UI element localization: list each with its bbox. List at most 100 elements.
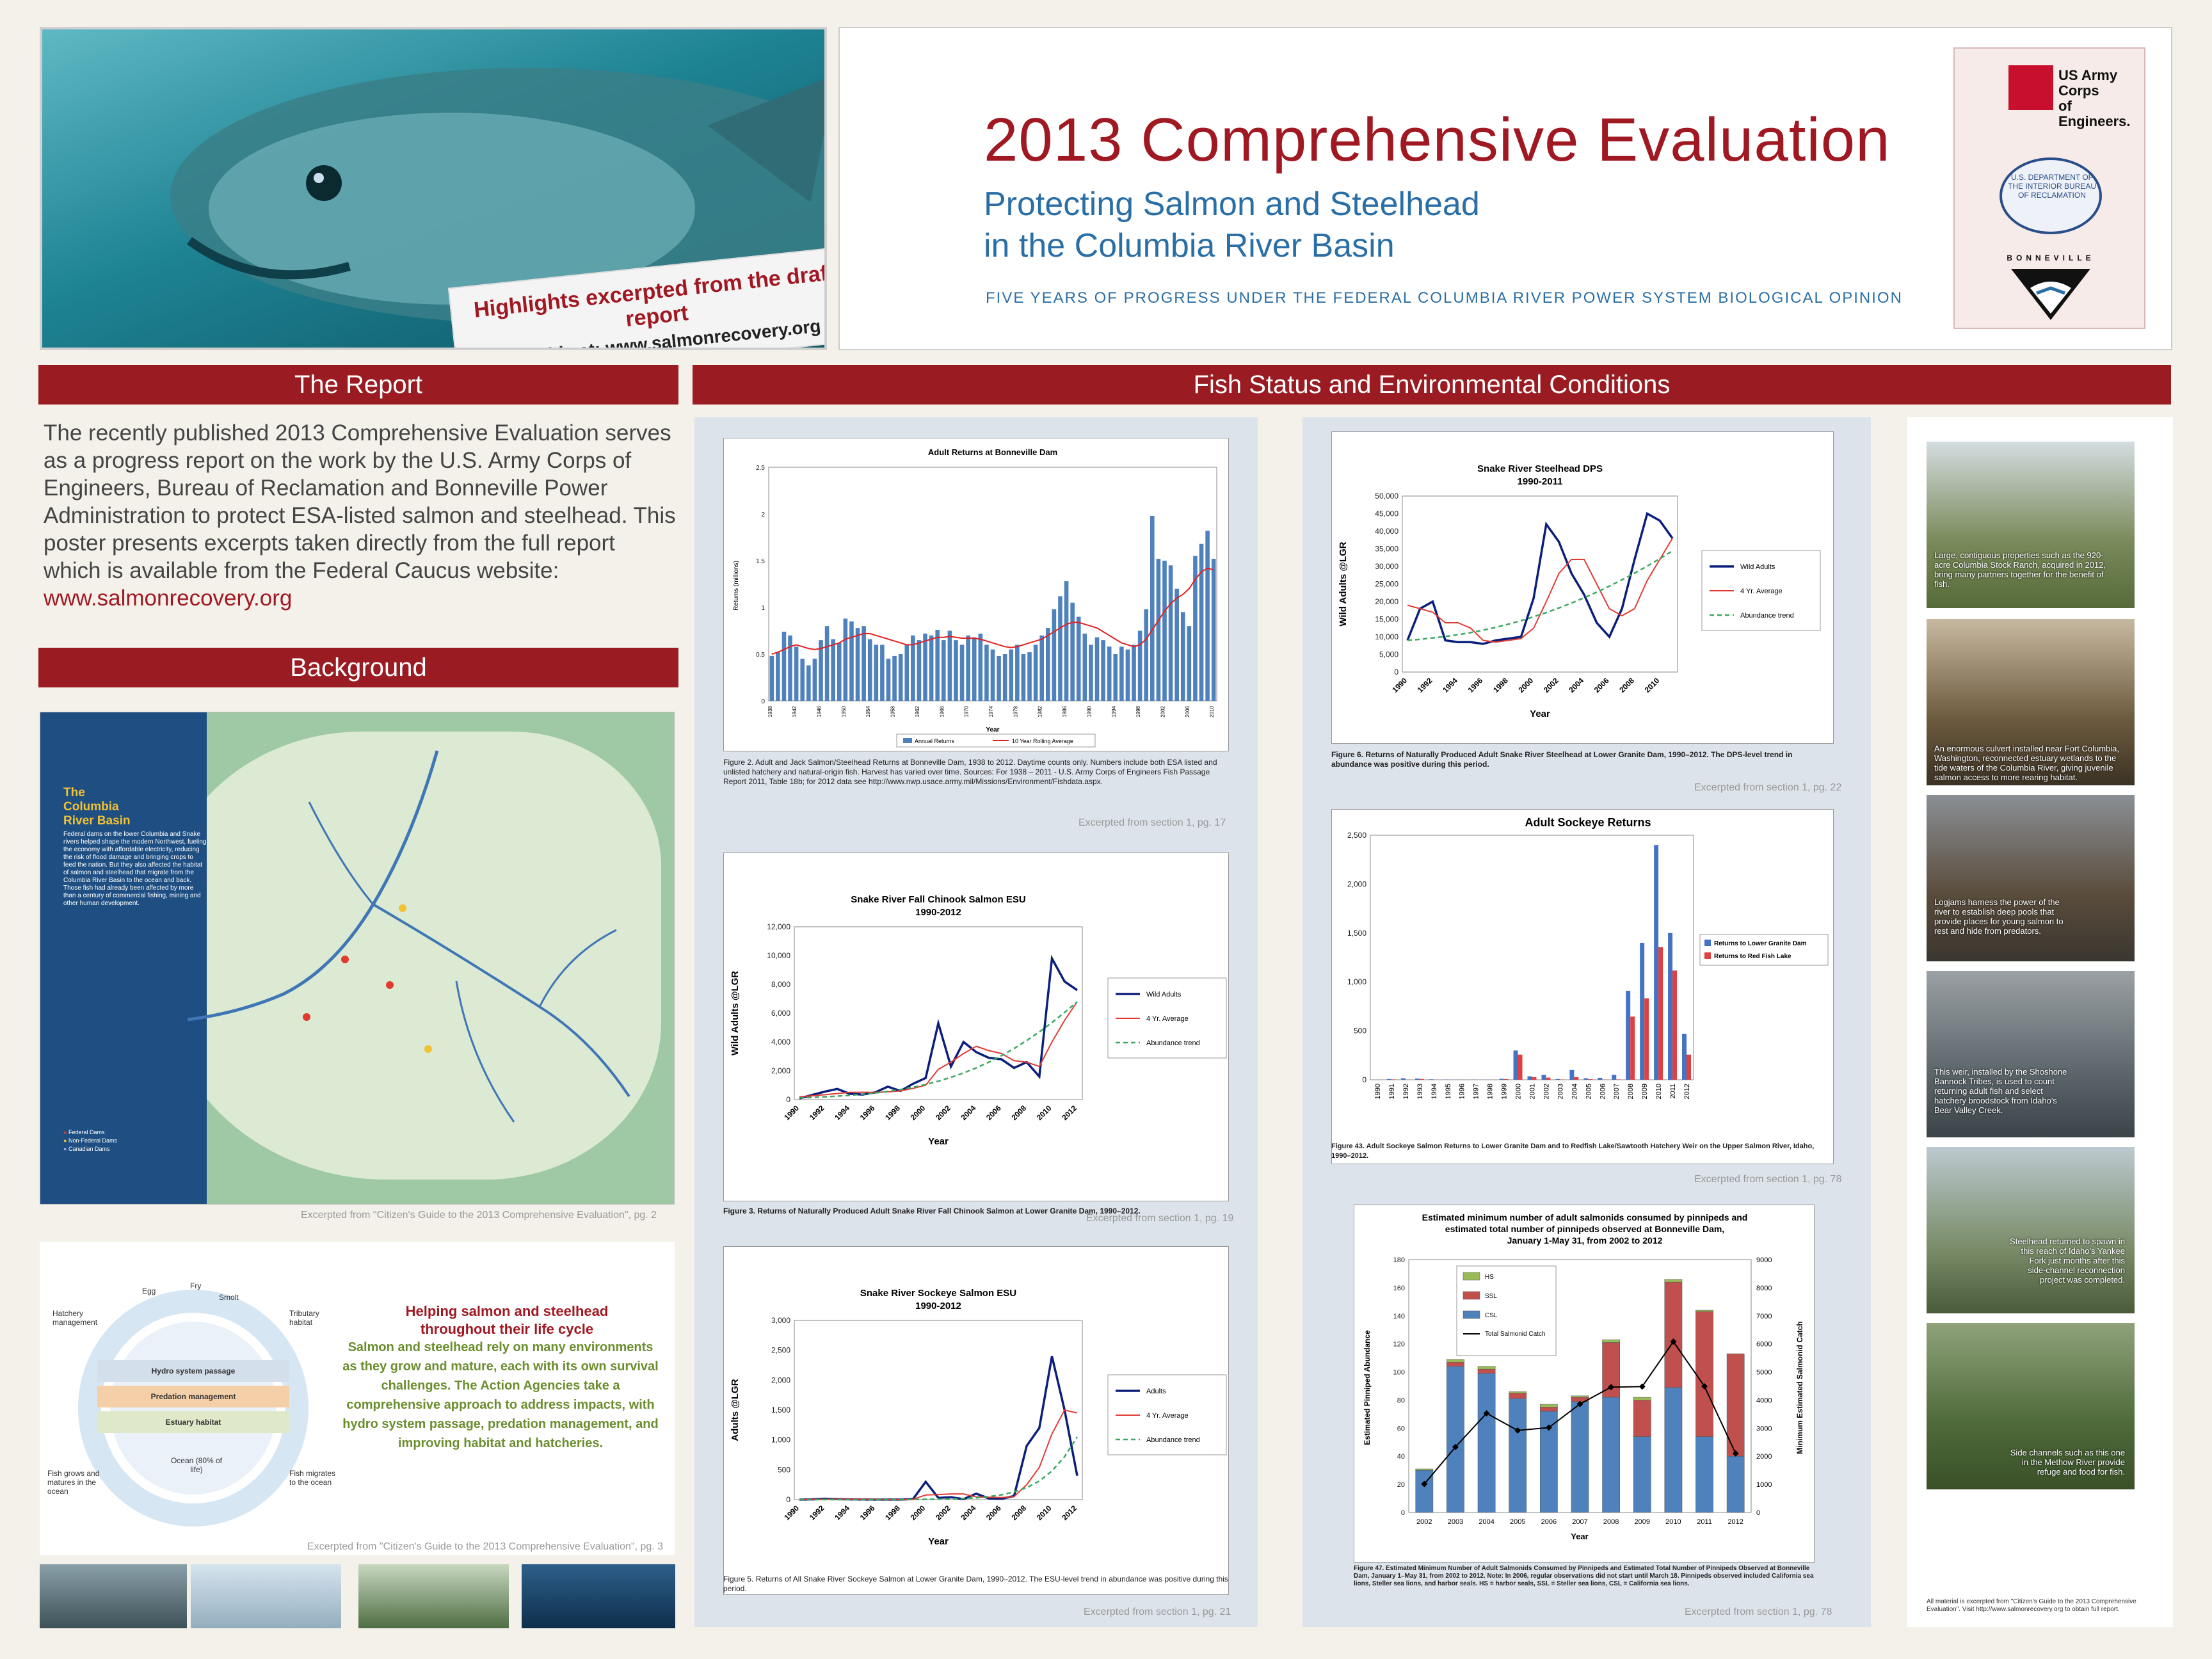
steelhead-chart-svg: Snake River Steelhead DPS 1990-2011 0 5,000… [1338,463,1821,719]
bar-annual-return [1162,561,1167,701]
bar-ssl [1695,1311,1713,1437]
x-tick-label: 1994 [1441,676,1459,694]
bar-annual-return [1058,596,1062,701]
bar-annual-return [1205,531,1210,701]
legend-label: Abundance trend [1146,1039,1200,1047]
legend-canadian-dams-label: Canadian Dams [68,1146,110,1152]
strip-photo-methow: Side channels such as this one in the Me… [1927,1323,2135,1489]
x-tick-label: 2009 [1635,1518,1650,1526]
bar-annual-return [1180,612,1185,701]
bar-annual-return [781,631,787,701]
catch-point [1639,1383,1646,1390]
report-paragraph: The recently published 2013 Comprehensiv… [44,421,676,583]
legend-label: SSL [1485,1293,1497,1300]
bar-annual-return [1137,630,1142,701]
x-tick-label: 1992 [1416,676,1434,694]
bar-annual-return [1064,581,1069,701]
x-tick-label: 2007 [1572,1518,1587,1526]
legend-non-federal-dams: ● Non-Federal Dams [63,1137,117,1144]
bar-annual-return [812,659,817,701]
bar-annual-return [886,659,891,701]
x-tick-label: 2011 [1697,1518,1712,1526]
x-tick-label: 2000 [1515,1084,1523,1099]
x-tick-label: 2004 [1479,1518,1494,1526]
map-legend: ● Federal Dams ● Non-Federal Dams ● Cana… [63,1128,204,1153]
bar-annual-return [954,640,958,701]
lifecycle-heading: Helping salmon and steelhead throughout … [405,1303,609,1337]
legend-label: 4 Yr. Average [1146,1015,1189,1023]
legend-federal-dams: ● Federal Dams [63,1129,105,1135]
chart-subtitle: 1990-2012 [915,1301,961,1311]
x-tick-label: 1996 [1459,1084,1466,1099]
x-tick-label: 2010 [1035,1503,1054,1522]
legend-label: Returns to Red Fish Lake [1714,953,1791,960]
bar-hs [1633,1397,1651,1400]
salmon-illustration [170,68,824,324]
map-title: The Columbia River Basin [63,786,131,828]
bar-red-fish-lake [1672,970,1678,1080]
x-tick-label: 2010 [1665,1518,1681,1526]
usace-logo-text: US Army Corps of Engineers. [2058,68,2144,129]
bar-ssl [1633,1400,1651,1437]
report-link[interactable]: www.salmonrecovery.org [44,586,293,611]
legend-label: Abundance trend [1740,612,1794,620]
y-tick-label: 10,000 [1375,632,1399,641]
series-line-wild-adults [1406,511,1674,645]
bar-lower-granite [1400,1078,1406,1080]
usace-line2: of Engineers. [2058,98,2131,129]
fall-chinook-chart: Snake River Fall Chinook Salmon ESU 1990-… [723,853,1229,1201]
bar-annual-return [1089,645,1093,701]
bar-annual-return [1174,588,1179,701]
bar-annual-return [1187,626,1192,701]
bar-annual-return [911,635,915,701]
legend-box [1699,934,1829,966]
bar-hs [1415,1468,1434,1471]
bar-annual-return [1107,646,1112,701]
series-line-4-yr-average [1407,538,1673,643]
bonneville-chart: Adult Returns at Bonneville Dam 0 0.5 1 1.5 2… [723,438,1229,751]
bar-csl [1477,1373,1496,1513]
x-tick-label: 1990 [1374,1084,1382,1099]
ocean-label: Ocean (80% of life) [170,1456,223,1474]
y2-tick-label: 7000 [1756,1313,1772,1320]
y-tick-label: 1 [761,605,765,612]
legend-canadian-dams: ● Canadian Dams [63,1146,110,1152]
chart-title: January 1-May 31, from 2002 to 2012 [1507,1235,1663,1246]
catch-point [1576,1400,1583,1407]
catch-point [1452,1443,1459,1450]
series-line-abundance-trend [799,1001,1078,1099]
report-body: The recently published 2013 Comprehensiv… [44,419,677,612]
x-tick-label: 1990 [1086,705,1092,717]
y-tick-label: 1,000 [1347,977,1366,986]
x-tick-label: 1946 [817,705,822,717]
federal-dam-marker [341,956,349,963]
y-tick-label: 80 [1397,1397,1405,1404]
bar-annual-return [1082,633,1087,701]
plot-area [794,1320,1083,1500]
non-federal-dam-marker [424,1045,432,1053]
y-tick-label: 2,500 [771,1346,790,1355]
pinniped-chart: Estimated minimum number of adult salmon… [1354,1205,1815,1563]
tributary-label: Tributary habitat [289,1309,319,1327]
bar-annual-return [1070,602,1075,701]
x-tick-label: 1938 [767,705,773,717]
bar-annual-return [1076,616,1081,701]
x-tick-label: 2000 [909,1503,927,1522]
map-title-line1: The [63,786,85,799]
chart-title: Estimated minimum number of adult salmon… [1422,1212,1748,1222]
legend-swatch [1463,1291,1480,1300]
bar-csl [1633,1436,1651,1513]
legend-label: 10 Year Rolling Average [1012,738,1073,744]
x-tick-label: 1992 [1402,1084,1410,1099]
catch-point [1670,1338,1677,1345]
bar-lower-granite [1682,1034,1687,1080]
bar-annual-return [1150,515,1155,701]
y-tick-label: 3,000 [771,1316,790,1325]
legend-swatch [1704,940,1711,946]
lifecycle-caption: Excerpted from "Citizen's Guide to the 2… [307,1541,664,1552]
x-tick-label: 2012 [1060,1503,1078,1522]
bar-annual-return [776,652,780,701]
plot-area [1402,495,1678,673]
bar-annual-return [1039,635,1045,701]
migrates-label: Fish migrates to the ocean [289,1469,336,1487]
